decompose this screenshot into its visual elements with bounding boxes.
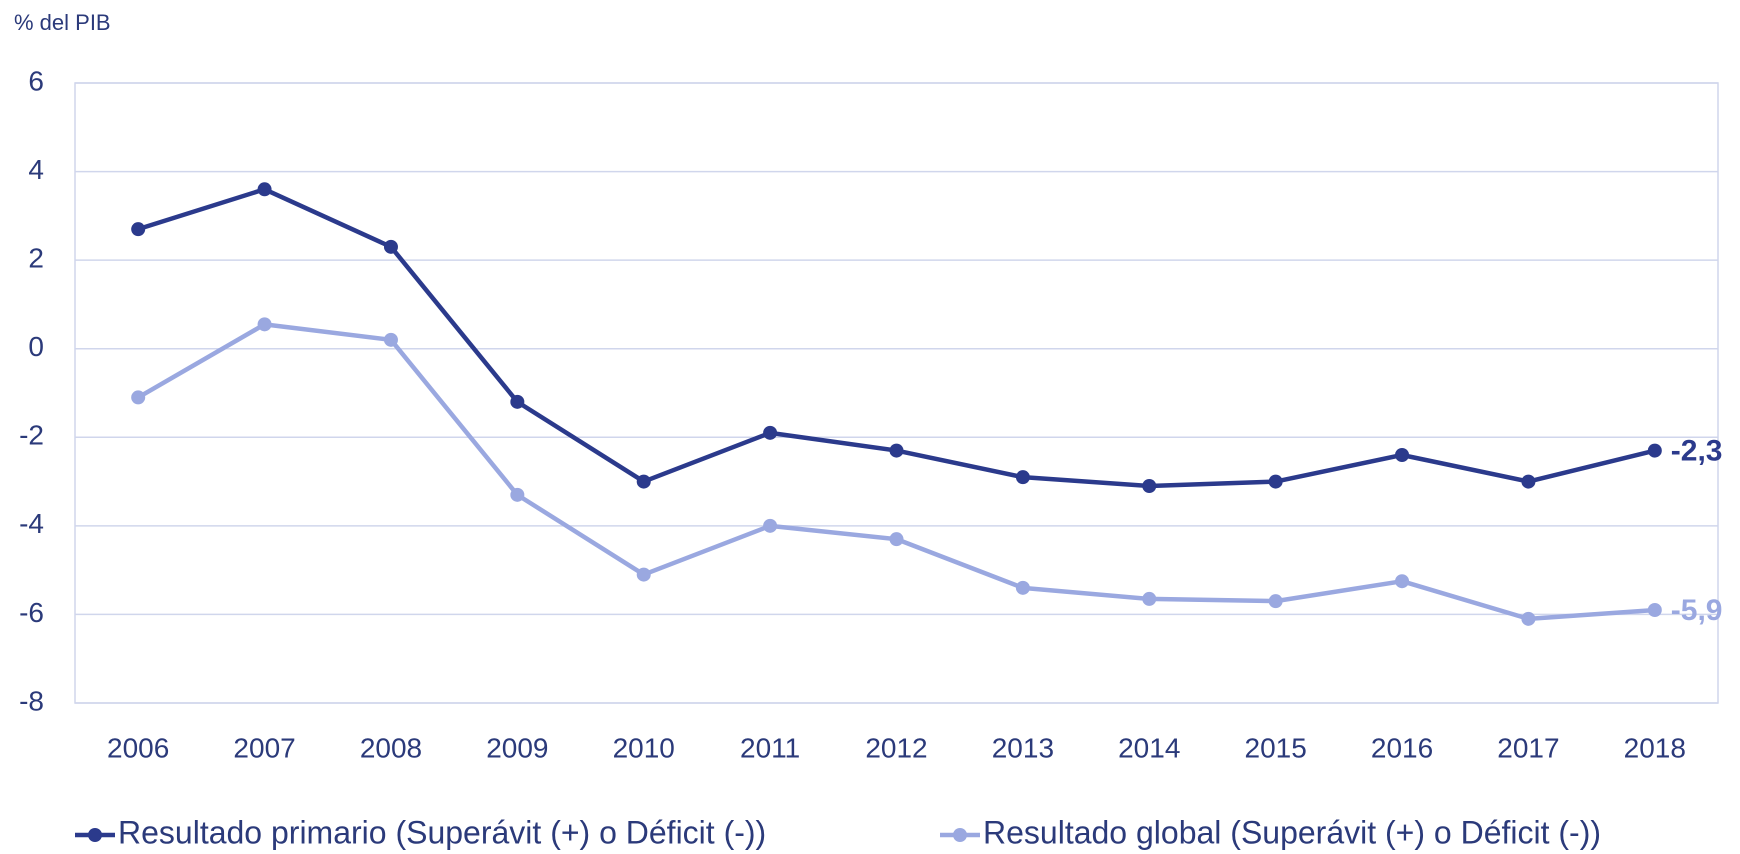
x-tick-label: 2018 (1624, 732, 1686, 763)
point (383, 239, 398, 254)
x-tick-label: 2012 (865, 732, 927, 763)
x-tick-label: 2009 (486, 732, 548, 763)
point (1142, 479, 1157, 493)
plot-frame (74, 82, 1719, 704)
point (510, 394, 525, 409)
y-tick-label: -2 (19, 420, 44, 451)
legend-label: Resultado primario (Superávit (+) o Défi… (118, 814, 766, 850)
x-tick-label: 2008 (360, 732, 422, 763)
x-tick-label: 2014 (1118, 732, 1180, 763)
data-label: -2,3 (1671, 434, 1723, 467)
x-tick-label: 2007 (233, 732, 295, 763)
point (763, 425, 778, 440)
point (131, 390, 146, 405)
x-tick-label: 2016 (1371, 732, 1433, 763)
point (636, 567, 651, 582)
point (763, 518, 778, 533)
point (1395, 448, 1410, 462)
y-tick-label: 0 (28, 331, 44, 362)
point (383, 332, 398, 347)
point (1268, 474, 1283, 489)
point (1647, 443, 1662, 458)
point (1647, 603, 1662, 617)
point (1521, 611, 1536, 626)
y-tick-label: 2 (28, 243, 44, 274)
point (889, 443, 904, 458)
point (510, 487, 525, 502)
point (257, 182, 272, 197)
data-label: -5,9 (1671, 594, 1723, 627)
y-tick-label: -4 (19, 508, 44, 539)
y-tick-label: 4 (28, 154, 44, 185)
y-tick-label: -6 (19, 597, 44, 628)
point (1268, 594, 1283, 609)
x-tick-label: 2011 (740, 732, 800, 763)
point (1142, 591, 1157, 606)
point (636, 474, 651, 489)
point (1521, 474, 1536, 489)
point (1015, 470, 1030, 485)
x-tick-label: 2013 (992, 732, 1054, 763)
point (131, 222, 146, 237)
legend-marker (88, 828, 102, 842)
point (1015, 580, 1030, 595)
x-tick-label: 2015 (1245, 732, 1307, 763)
y-tick-label: -8 (19, 685, 44, 716)
x-tick-label: 2006 (107, 732, 169, 763)
x-tick-label: 2017 (1497, 732, 1559, 763)
point (889, 532, 904, 547)
y-axis-label: % del PIB (14, 10, 111, 35)
legend-marker (953, 828, 967, 842)
x-tick-label: 2010 (613, 732, 675, 763)
y-tick-label: 6 (28, 65, 44, 96)
series-line (137, 322, 1655, 622)
point (257, 317, 272, 332)
point (1395, 574, 1410, 589)
legend-label: Resultado global (Superávit (+) o Défici… (983, 814, 1601, 850)
